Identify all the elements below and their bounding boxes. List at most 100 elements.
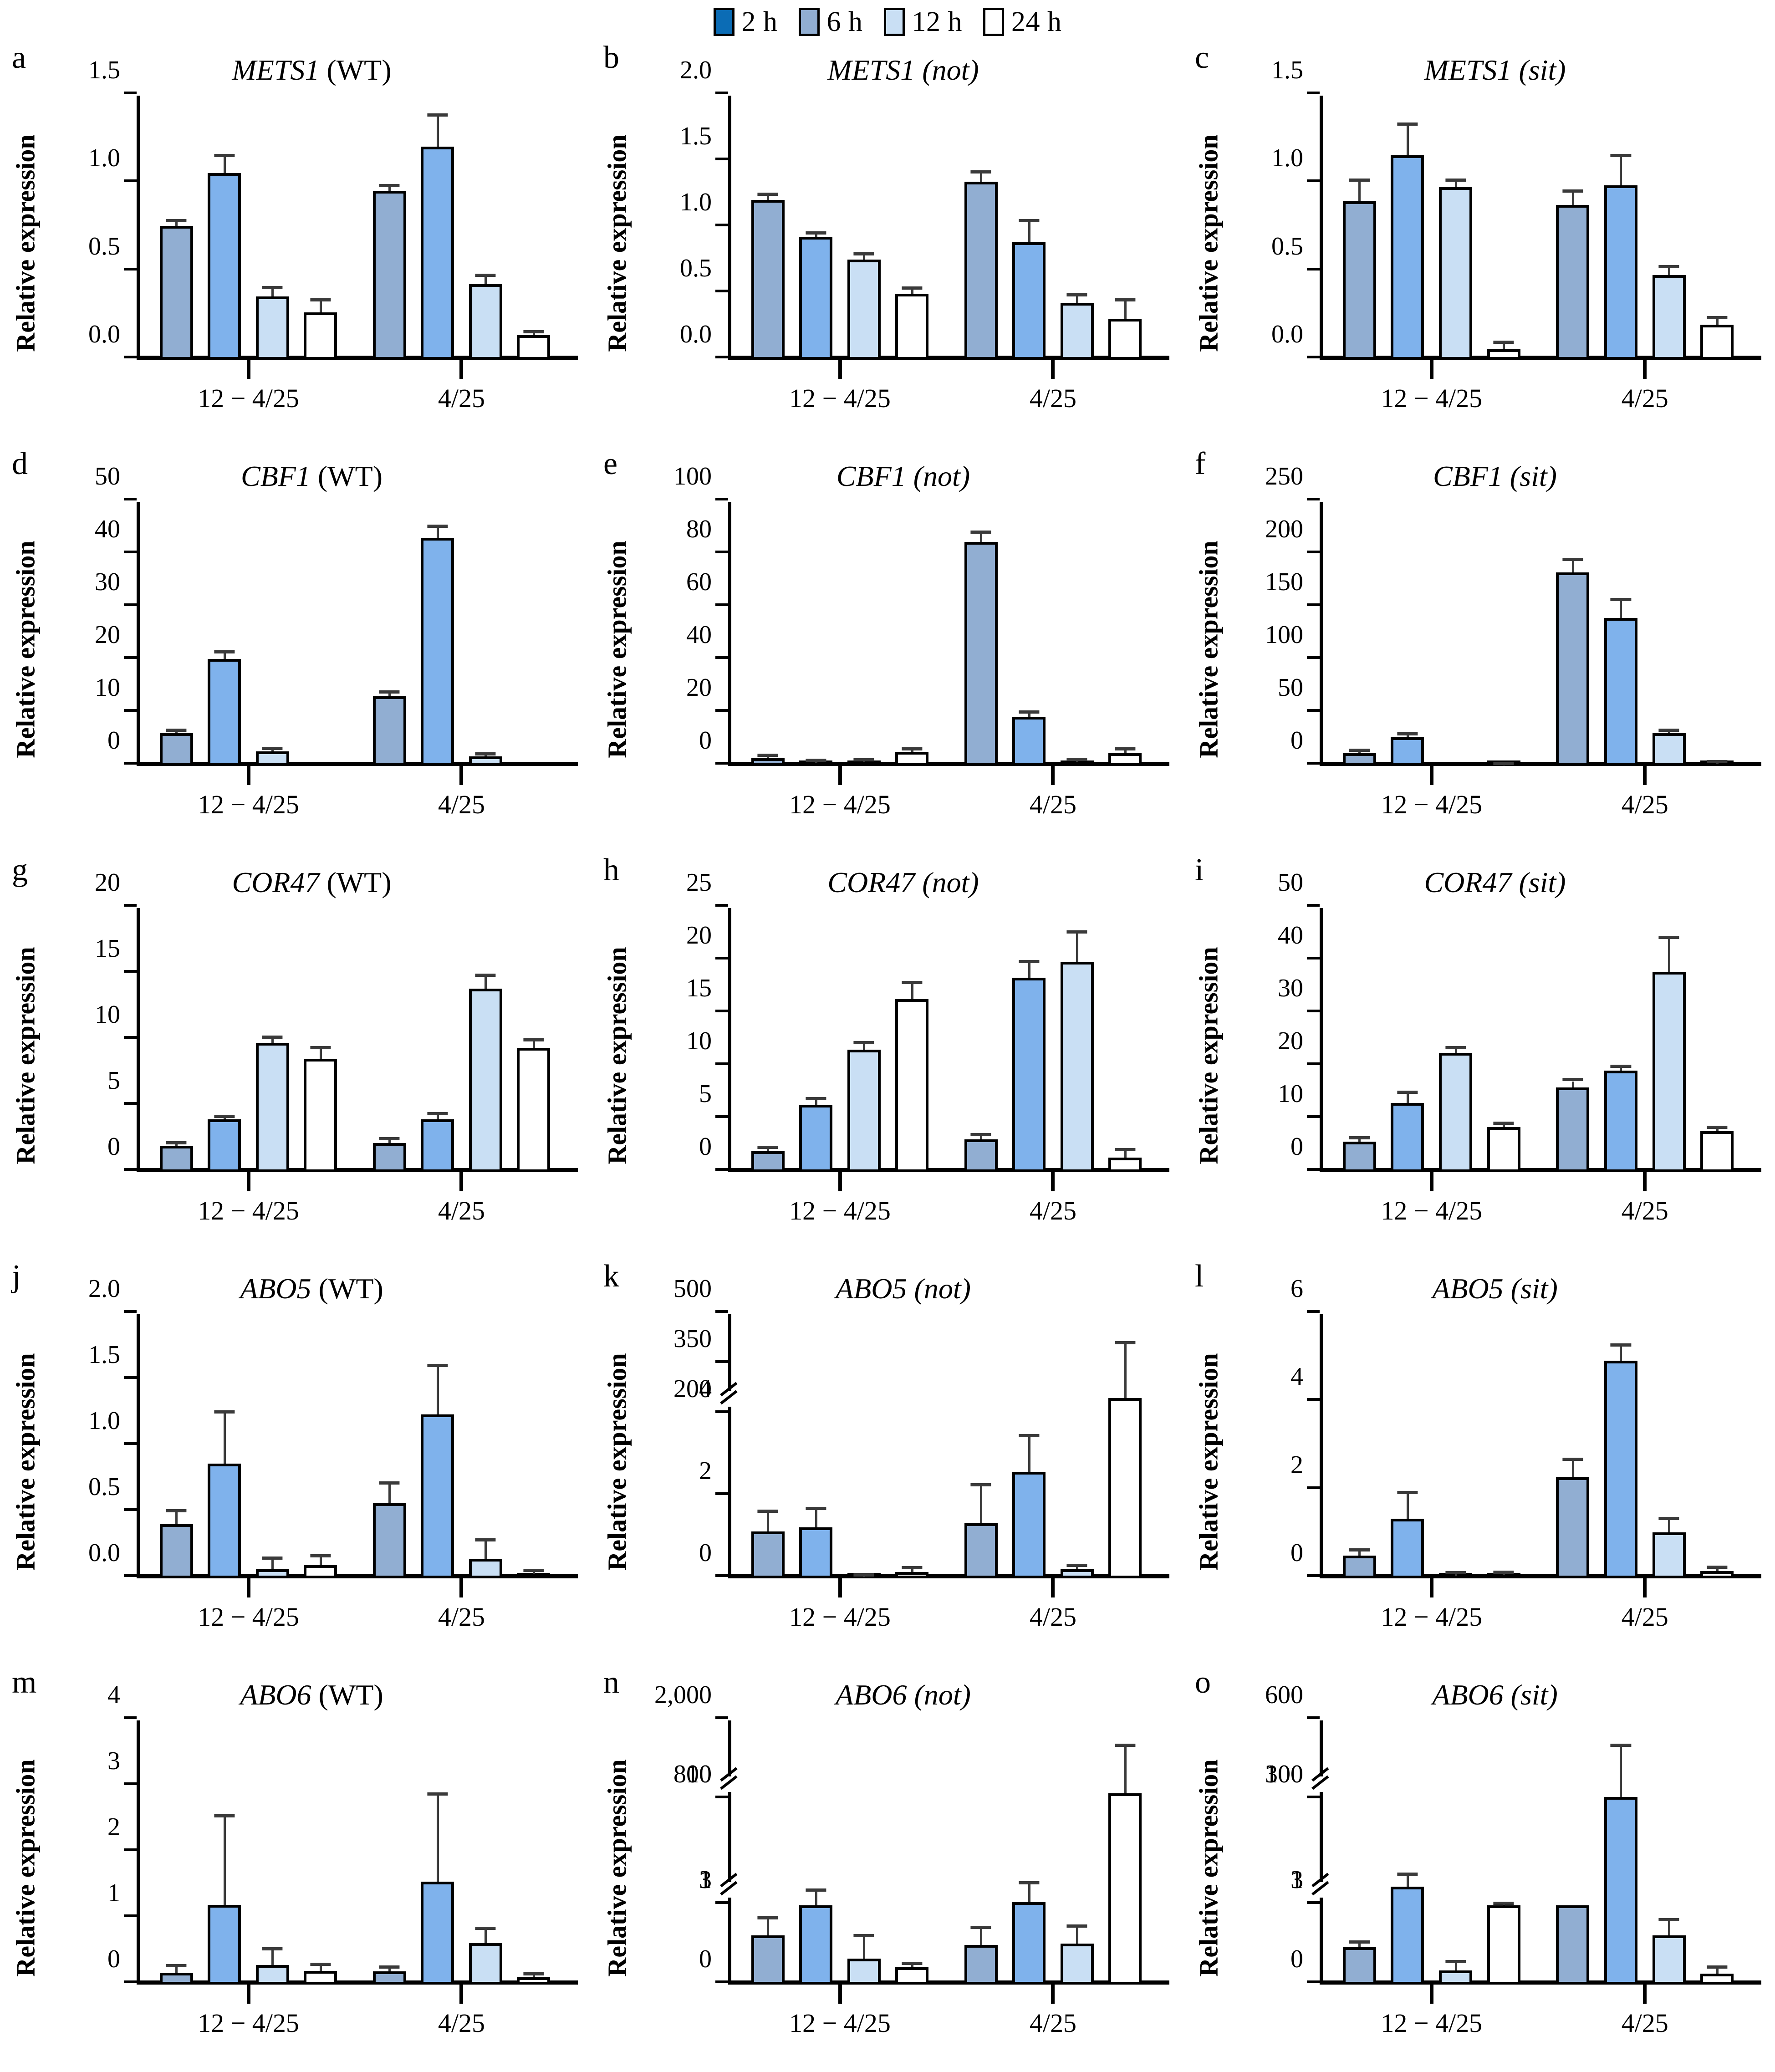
error-bar [175,1144,178,1146]
panel-title: ABO6 (sit) [1183,1680,1775,1710]
error-bar [1716,319,1719,325]
panel-title-gene: METS1 [827,54,915,86]
x-axis-tick-label: 12 − 4/25 [789,1196,891,1225]
error-bar [863,1044,866,1050]
plot-area: 0 20 40 60 80 100 12 − 4/25 4/25 [673,464,1169,818]
x-axis-tick-label: 12 − 4/25 [198,2008,299,2038]
error-bar-cap [1562,189,1583,193]
plot-area: 0 10 20 30 40 50 12 − 4/25 4/25 [1278,870,1761,1224]
panel-title-gene: COR47 [232,866,320,898]
bar [1700,324,1734,360]
bar [1391,155,1424,360]
bar [421,1881,454,1985]
y-axis-tick-label: 200 [673,1375,712,1403]
y-axis-tick-label: 0 [1290,1945,1303,1973]
error-bar [767,196,770,200]
error-bar [1406,1094,1409,1103]
y-axis-tick [715,1901,728,1904]
x-axis-line [728,1980,1169,1985]
y-axis-tick-label: 100 [1265,621,1303,649]
legend-label: 24 h [1011,6,1062,37]
error-bar-cap [757,193,778,196]
plot-area: 0.0 0.5 1.0 1.5 2.0 12 − 4/25 4/25 [88,1276,578,1630]
y-axis-tick-label: 25 [686,868,712,897]
error-bar [1503,1124,1505,1128]
error-bar-cap [1610,1744,1632,1747]
bar [255,751,289,766]
panel-title: ABO6 (not) [592,1680,1183,1710]
y-axis-tick [1307,92,1320,94]
plot-area: 0.0 0.5 1.0 1.5 2.0 12 − 4/25 4/25 [680,57,1169,412]
bar [751,1531,785,1578]
y-axis-tick [1307,1398,1320,1401]
plot-area: 0 1 3 10 800 2,000 12 − 4/25 4/25 [654,1682,1169,2036]
y-axis-tick [1307,1716,1320,1719]
panel-title-genotype: (sit) [1510,1272,1558,1305]
y-axis-tick-label: 1 [1290,1866,1303,1894]
error-bar-cap [214,1814,235,1818]
y-axis-tick-label: 250 [1265,462,1303,490]
y-axis-tick [124,970,137,973]
error-bar-cap [379,1137,400,1141]
error-bar-cap [806,231,826,235]
error-bar-cap [1115,1148,1136,1151]
error-bar-cap [475,274,496,277]
y-axis-tick-label: 40 [686,621,712,649]
panel-title-gene: ABO6 [240,1679,311,1711]
y-axis-tick [1307,904,1320,907]
y-axis-tick-label: 100 [673,462,712,490]
y-axis-tick-label: 0.0 [88,1539,120,1567]
plot-area: 0 50 100 150 200 250 12 − 4/25 4/25 [1265,464,1761,818]
y-axis-line [728,1314,731,1578]
y-axis-tick-label: 2.0 [88,1275,120,1303]
y-axis-line [137,1314,140,1578]
plot-area: 0 1 2 3 4 12 − 4/25 4/25 [107,1682,578,2036]
panel-title: METS1 (sit) [1183,56,1775,85]
y-axis-line [728,96,731,360]
panel-title-gene: ABO6 [1432,1679,1504,1711]
y-axis-tick [124,179,137,183]
x-axis-tick-label: 4/25 [1621,1196,1668,1225]
panel-letter: c [1195,40,1209,75]
bar-series-container [137,96,573,360]
error-bar [485,755,487,757]
error-bar-cap [475,1538,496,1541]
error-bar [815,762,817,763]
y-axis-tick-label: 40 [95,515,120,543]
error-bar-cap [1397,1873,1418,1876]
bar [1108,1398,1142,1578]
panel-title-genotype: (not) [913,460,970,492]
y-axis-tick-label: 2 [107,1813,120,1841]
y-axis-label: Relative expression [602,134,632,352]
error-bar [980,1486,983,1523]
y-axis-tick-label: 10 [95,1000,120,1029]
bar [1060,760,1094,766]
error-bar [319,301,322,312]
error-bar [485,1541,487,1559]
bar [304,1058,337,1172]
error-bar-cap [427,524,448,528]
bar [1487,1905,1520,1985]
y-axis-tick [715,1010,728,1012]
plot-area: 0 5 10 15 20 12 − 4/25 4/25 [95,870,578,1224]
panel-title-genotype: (WT) [326,866,392,898]
x-axis-line [137,1168,578,1172]
bar [1391,1518,1424,1578]
plot-area: 0 10 20 30 40 50 12 − 4/25 4/25 [95,464,578,818]
x-axis-tick [838,360,842,379]
bar-series-container [137,1720,573,1985]
y-axis-tick [715,656,728,659]
bar [1439,187,1473,360]
error-bar-cap [166,728,187,732]
error-bar [271,1039,274,1043]
error-bar [1454,1049,1457,1053]
y-axis-tick [124,92,137,94]
panel-title-genotype: (not) [914,1679,971,1711]
y-axis-tick-label: 0 [107,726,120,755]
bar [304,763,337,766]
error-bar-cap [806,759,826,762]
error-bar-cap [902,747,923,751]
y-axis-label: Relative expression [10,947,41,1164]
x-axis-tick [459,360,464,379]
error-bar [1358,1551,1361,1556]
